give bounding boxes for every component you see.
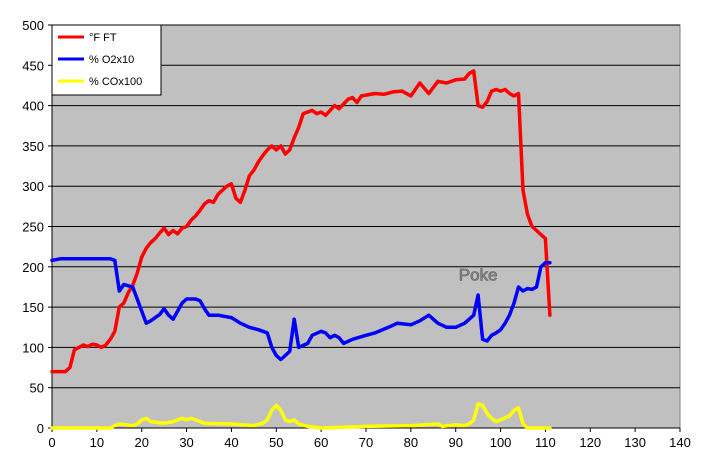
x-tick-label: 30 [179,435,193,450]
x-tick-label: 60 [314,435,328,450]
x-tick-label: 50 [269,435,283,450]
x-tick-label: 20 [134,435,148,450]
legend-label: % O2x10 [89,54,134,66]
y-axis-ticks: 0 50 100 150 200 250 300 350 400 450 500 [22,18,52,436]
legend-label: °F FT [89,32,117,44]
series-line-o2x10 [50,256,552,362]
series-line-f-ft [50,69,552,374]
series-lines [50,69,552,430]
legend-label: % COx100 [89,76,142,88]
x-axis-ticks: 0 10 20 30 40 50 60 70 80 90 100 110 120 130 140 [48,428,691,450]
legend: °F FT % O2x10 % COx100 [51,24,162,96]
x-tick-label: 140 [669,435,691,450]
annotation-label: Poke [459,266,498,285]
y-tick-label: 150 [22,300,44,315]
x-tick-label: 120 [579,435,601,450]
y-tick-label: 200 [22,260,44,275]
y-tick-label: 300 [22,179,44,194]
x-tick-label: 90 [448,435,462,450]
y-tick-label: 250 [22,220,44,235]
x-tick-label: 130 [624,435,646,450]
x-tick-label: 40 [224,435,238,450]
y-tick-label: 500 [22,18,44,33]
x-tick-label: 110 [535,435,556,450]
y-tick-label: 400 [22,99,44,114]
annotations: Poke [458,265,498,285]
y-tick-label: 450 [22,58,44,73]
x-tick-label: 80 [404,435,418,450]
y-tick-label: 350 [22,139,44,154]
x-tick-label: 0 [48,435,55,450]
x-tick-label: 70 [359,435,373,450]
series-line-cox100 [50,402,552,430]
x-tick-label: 100 [490,435,512,450]
x-tick-label: 10 [90,435,104,450]
y-tick-label: 100 [22,340,44,355]
y-tick-label: 0 [37,421,44,436]
y-tick-label: 50 [30,381,44,396]
